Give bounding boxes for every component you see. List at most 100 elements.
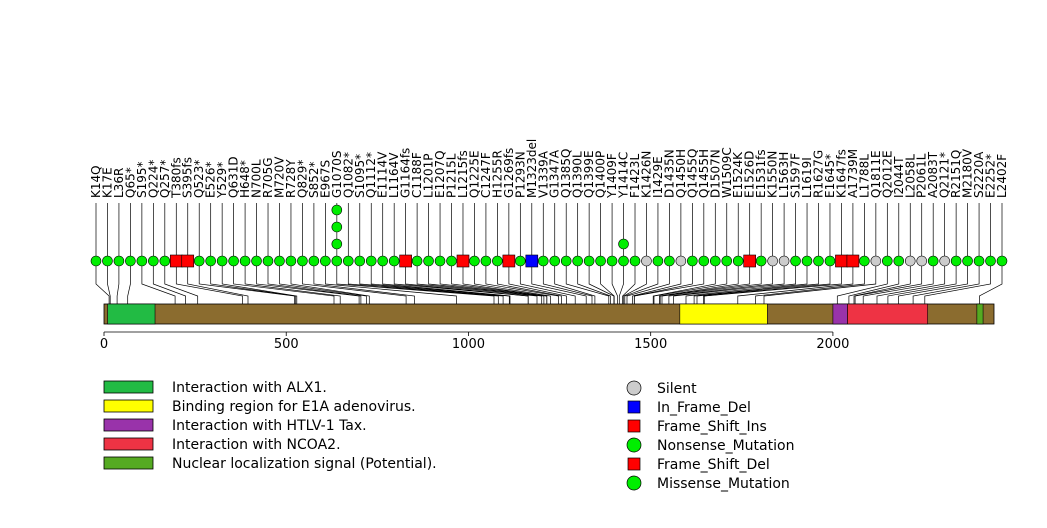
mutation-label: E1526D [743, 151, 757, 198]
mutation-label: Q1225E [468, 150, 482, 198]
connector-line [279, 261, 367, 304]
connector-line [632, 261, 682, 304]
mutation-label: R728Y [284, 159, 298, 198]
mutation-label: Q1455H [697, 149, 711, 198]
connector-line [210, 261, 297, 304]
marker-circle [113, 255, 125, 267]
marker-circle [916, 255, 928, 267]
mutation-legend-square [627, 419, 641, 433]
lollipop-markers [90, 204, 1008, 268]
connector-line [685, 261, 796, 304]
connector-line [652, 261, 716, 304]
mutation-label: S395fs [181, 157, 195, 198]
mutation-label: L1201P [422, 154, 436, 198]
connector-line [244, 261, 341, 304]
mutation-label: F1423L [628, 154, 642, 198]
marker-circle [824, 255, 836, 267]
domain-legend-label: Interaction with ALX1. [172, 380, 327, 396]
marker-circle [136, 255, 148, 267]
marker-square [525, 254, 539, 268]
marker-circle [193, 255, 205, 267]
marker-circle [90, 255, 102, 267]
connector-line [611, 261, 618, 304]
connector-line [565, 261, 610, 304]
mutation-label: Q1112* [364, 152, 378, 198]
domain-legend: Interaction with ALX1. Binding region for… [103, 380, 437, 472]
connector-line [659, 261, 739, 304]
marker-circle [721, 255, 733, 267]
marker-square [456, 254, 470, 268]
connector-line [127, 261, 131, 304]
mutation-legend-label: Nonsense_Mutation [657, 438, 794, 454]
lollipop-stems [95, 203, 1003, 261]
connector-line [107, 261, 111, 304]
marker-circle [583, 255, 595, 267]
marker-circle [687, 255, 698, 267]
mutation-label: C1247F [479, 152, 493, 198]
connector-line [95, 261, 110, 304]
mutation-legend-label: Missense_Mutation [657, 476, 790, 492]
mutation-label: Q829* [295, 160, 309, 198]
connector-line [853, 261, 911, 304]
connector-line [661, 261, 762, 304]
marker-circle [813, 255, 824, 267]
domain-3 [832, 303, 848, 325]
marker-circle [927, 255, 939, 267]
connector-line [924, 261, 991, 304]
domain-legend-swatch [103, 437, 154, 451]
mutation-label: K1647fs [834, 149, 848, 198]
connector-line [187, 261, 249, 304]
mutation-label: H1255R [490, 150, 504, 198]
connector-line [600, 261, 615, 304]
domain-legend-label: Interaction with NCOA2. [172, 437, 341, 453]
marker-circle [262, 255, 274, 267]
marker-circle [297, 255, 308, 267]
connector-line [763, 261, 877, 304]
connector-line [737, 261, 854, 304]
axis-tick-label: 500 [274, 337, 299, 352]
connector-line [290, 261, 370, 304]
axis-tick-label: 1500 [634, 337, 667, 352]
mutation-label: L1563H [777, 152, 791, 198]
connector-line [887, 261, 957, 304]
mutation-label: Q1400P [594, 151, 608, 198]
connector-line [848, 261, 900, 304]
mutation-label: L1215fs [456, 150, 470, 198]
mutation-label: G1347A [548, 149, 562, 198]
mutation-label: R2151Q [949, 150, 963, 198]
marker-circle [549, 255, 561, 267]
connector-line [313, 261, 415, 304]
mutation-label: Q2121* [938, 152, 952, 198]
connector-line [152, 261, 186, 304]
mutation-label: E1524K [731, 151, 745, 198]
connector-line [696, 261, 819, 304]
mutation-label: L36R [112, 168, 126, 198]
mutation-legend-circle [626, 380, 642, 396]
marker-circle [285, 255, 297, 267]
marker-circle [755, 255, 767, 267]
connector-line [267, 261, 362, 304]
mutation-label: N700L [250, 159, 264, 198]
mutation-label: V1339A [536, 150, 550, 198]
mutation-label: K1550N [766, 151, 780, 198]
marker-circle [618, 238, 629, 250]
connector-line [622, 261, 636, 304]
marker-circle [962, 255, 973, 267]
connector-line [673, 261, 785, 304]
connector-line [462, 261, 548, 304]
marker-circle [882, 255, 893, 267]
mutation-label: K17E [101, 167, 115, 198]
connector-line [588, 261, 615, 304]
domain-2 [679, 303, 768, 325]
mutation-legend-label: Silent [657, 381, 697, 397]
mutation-label: Q631D [227, 156, 241, 198]
mutation-label: Y1409F [605, 153, 619, 199]
mutation-label: M720V [273, 156, 287, 198]
connector-line [979, 261, 1003, 304]
marker-circle [790, 255, 801, 267]
mutation-label: Y1414C [617, 152, 631, 199]
marker-circle [148, 255, 159, 267]
marker-circle [365, 255, 377, 267]
mutation-label: D1435N [662, 149, 676, 198]
domain-legend-swatch [103, 380, 154, 394]
